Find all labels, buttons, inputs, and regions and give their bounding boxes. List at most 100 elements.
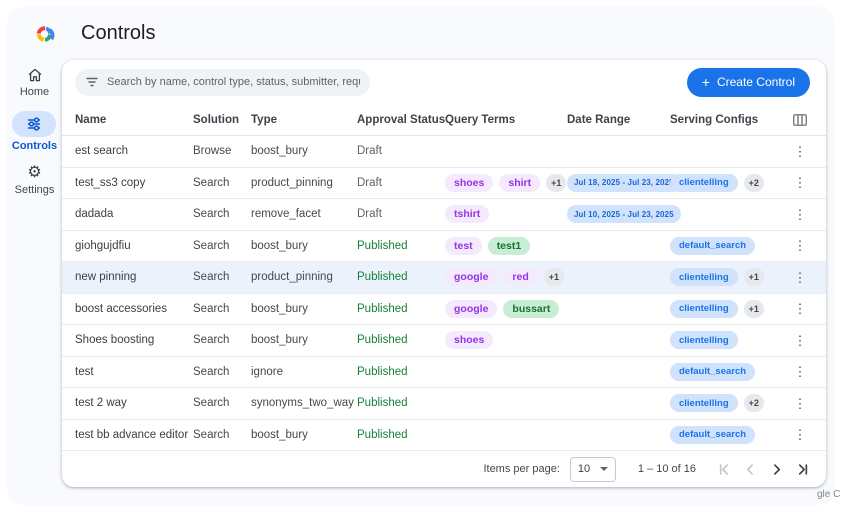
row-menu-button[interactable]: ⋮ bbox=[793, 364, 807, 380]
cell-actions: ⋮ bbox=[782, 395, 818, 412]
view-columns-icon[interactable] bbox=[793, 113, 807, 126]
sidebar-item-settings[interactable]: ⚙ Settings bbox=[15, 164, 55, 196]
tune-icon bbox=[28, 117, 41, 131]
status-label: Draft bbox=[357, 176, 382, 189]
cell-type: boost_bury bbox=[251, 145, 308, 158]
table-body: est search Browse boost_bury Draft ⋮ test_ss3… bbox=[62, 136, 826, 451]
create-control-label: Create Control bbox=[716, 75, 795, 89]
cell-actions: ⋮ bbox=[782, 269, 818, 286]
row-menu-button[interactable]: ⋮ bbox=[793, 395, 807, 411]
cell-actions: ⋮ bbox=[782, 143, 818, 160]
first-page-button[interactable] bbox=[716, 461, 732, 477]
chevron-left-icon bbox=[746, 463, 753, 475]
status-label: Published bbox=[357, 271, 408, 284]
pagination-range-label: 1 – 10 of 16 bbox=[637, 463, 696, 475]
serving-config-chip: clientelling bbox=[670, 268, 738, 287]
column-header-approval-status: Approval Status bbox=[357, 113, 446, 126]
last-page-button[interactable] bbox=[794, 461, 810, 477]
sidebar-item-home[interactable]: Home bbox=[20, 66, 49, 98]
row-menu-button[interactable]: ⋮ bbox=[793, 427, 807, 443]
cell-solution: Search bbox=[193, 428, 230, 441]
pagination-nav bbox=[716, 461, 810, 477]
page-size-select[interactable]: 10 bbox=[569, 456, 616, 482]
cell-solution: Search bbox=[193, 208, 230, 221]
cell-query-terms: shoes bbox=[445, 331, 567, 350]
cell-type: synonyms_two_way bbox=[251, 397, 354, 410]
gear-icon: ⚙ bbox=[27, 164, 42, 181]
table-row[interactable]: giohgujdfiu Search boost_bury Published test… bbox=[62, 231, 826, 262]
table-row[interactable]: est search Browse boost_bury Draft ⋮ bbox=[62, 136, 826, 168]
row-menu-button[interactable]: ⋮ bbox=[793, 269, 807, 285]
row-menu-button[interactable]: ⋮ bbox=[793, 301, 807, 317]
cell-date-range: Jul 18, 2025 - Jul 23, 2025 bbox=[567, 173, 681, 192]
cell-type: boost_bury bbox=[251, 334, 308, 347]
cell-name: dadada bbox=[75, 208, 114, 221]
cell-solution: Search bbox=[193, 334, 230, 347]
cell-actions: ⋮ bbox=[782, 206, 818, 223]
next-page-button[interactable] bbox=[768, 461, 784, 477]
cell-name: est search bbox=[75, 145, 129, 158]
cell-type: product_pinning bbox=[251, 176, 333, 189]
sidebar-item-label: Home bbox=[19, 86, 50, 98]
create-control-button[interactable]: + Create Control bbox=[686, 67, 810, 97]
row-menu-button[interactable]: ⋮ bbox=[793, 238, 807, 254]
serving-config-chip: clientelling bbox=[670, 394, 738, 413]
cell-serving-configs: default_search bbox=[670, 425, 782, 444]
cell-solution: Search bbox=[193, 302, 230, 315]
status-label: Draft bbox=[357, 208, 382, 221]
row-menu-button[interactable]: ⋮ bbox=[793, 332, 807, 348]
cell-date-range: Jul 10, 2025 - Jul 23, 2025 bbox=[567, 205, 681, 224]
table-row[interactable]: dadada Search remove_facet Draft tshirt Jul 1… bbox=[62, 199, 826, 231]
table-header: Name Solution Type Approval Status Query… bbox=[62, 104, 826, 136]
app-window: Controls Home Contr bbox=[7, 7, 835, 505]
cell-actions: ⋮ bbox=[782, 174, 818, 191]
more-count-badge: +1 bbox=[743, 299, 764, 318]
table-row[interactable]: new pinning Search product_pinning Publishe… bbox=[62, 262, 826, 294]
cell-type: boost_bury bbox=[251, 428, 308, 441]
cell-query-terms: test test1 bbox=[445, 236, 567, 255]
cell-type: boost_bury bbox=[251, 239, 308, 252]
table-row[interactable]: test 2 way Search synonyms_two_way Publishe… bbox=[62, 388, 826, 420]
cell-query-terms: tshirt bbox=[445, 205, 567, 224]
row-menu-button[interactable]: ⋮ bbox=[793, 143, 807, 159]
status-label: Published bbox=[357, 428, 408, 441]
query-term-chip: shoes bbox=[445, 331, 494, 350]
cell-query-terms: shoes shirt +1 bbox=[445, 173, 567, 192]
table-row[interactable]: test_ss3 copy Search product_pinning Draft s… bbox=[62, 168, 826, 199]
cell-actions: ⋮ bbox=[782, 332, 818, 349]
status-label: Published bbox=[357, 365, 408, 378]
previous-page-button[interactable] bbox=[742, 461, 758, 477]
serving-config-chip: default_search bbox=[670, 236, 756, 255]
sidebar-item-controls[interactable]: Controls bbox=[12, 111, 57, 152]
date-range-chip: Jul 10, 2025 - Jul 23, 2025 bbox=[567, 205, 681, 224]
query-term-chip: test bbox=[445, 236, 482, 255]
row-menu-button[interactable]: ⋮ bbox=[793, 175, 807, 191]
more-count-badge: +1 bbox=[543, 268, 565, 287]
serving-config-chip: clientelling bbox=[670, 299, 738, 318]
last-page-icon bbox=[798, 463, 807, 475]
cell-name: test bbox=[75, 365, 94, 378]
cell-solution: Search bbox=[193, 397, 230, 410]
filter-list-icon bbox=[86, 77, 98, 87]
status-label: Published bbox=[357, 302, 408, 315]
cell-actions: ⋮ bbox=[782, 237, 818, 254]
sidebar-item-label: Controls bbox=[11, 140, 58, 152]
row-menu-button[interactable]: ⋮ bbox=[793, 206, 807, 222]
cell-query-terms: google bussart bbox=[445, 299, 567, 318]
active-nav-pill bbox=[12, 111, 57, 137]
table-row[interactable]: test bb advance editor Search boost_bury Pu… bbox=[62, 420, 826, 451]
cropped-watermark-text: gle C bbox=[817, 489, 841, 500]
query-term-chip: red bbox=[503, 268, 538, 287]
query-term-chip: google bbox=[445, 268, 498, 287]
search-field[interactable] bbox=[75, 68, 370, 96]
column-header-name: Name bbox=[75, 113, 107, 126]
cell-type: ignore bbox=[251, 365, 283, 378]
table-row[interactable]: boost accessories Search boost_bury Publish… bbox=[62, 294, 826, 325]
pagination-bar: Items per page: 10 1 – 10 of 16 bbox=[62, 451, 826, 487]
table-row[interactable]: test Search ignore Published default_search ⋮ bbox=[62, 357, 826, 388]
cell-name: test_ss3 copy bbox=[75, 176, 146, 189]
cell-name: test 2 way bbox=[75, 397, 127, 410]
table-row[interactable]: Shoes boosting Search boost_bury Published s… bbox=[62, 325, 826, 357]
column-header-serving-configs: Serving Configs bbox=[670, 113, 759, 126]
search-input[interactable] bbox=[107, 76, 360, 88]
